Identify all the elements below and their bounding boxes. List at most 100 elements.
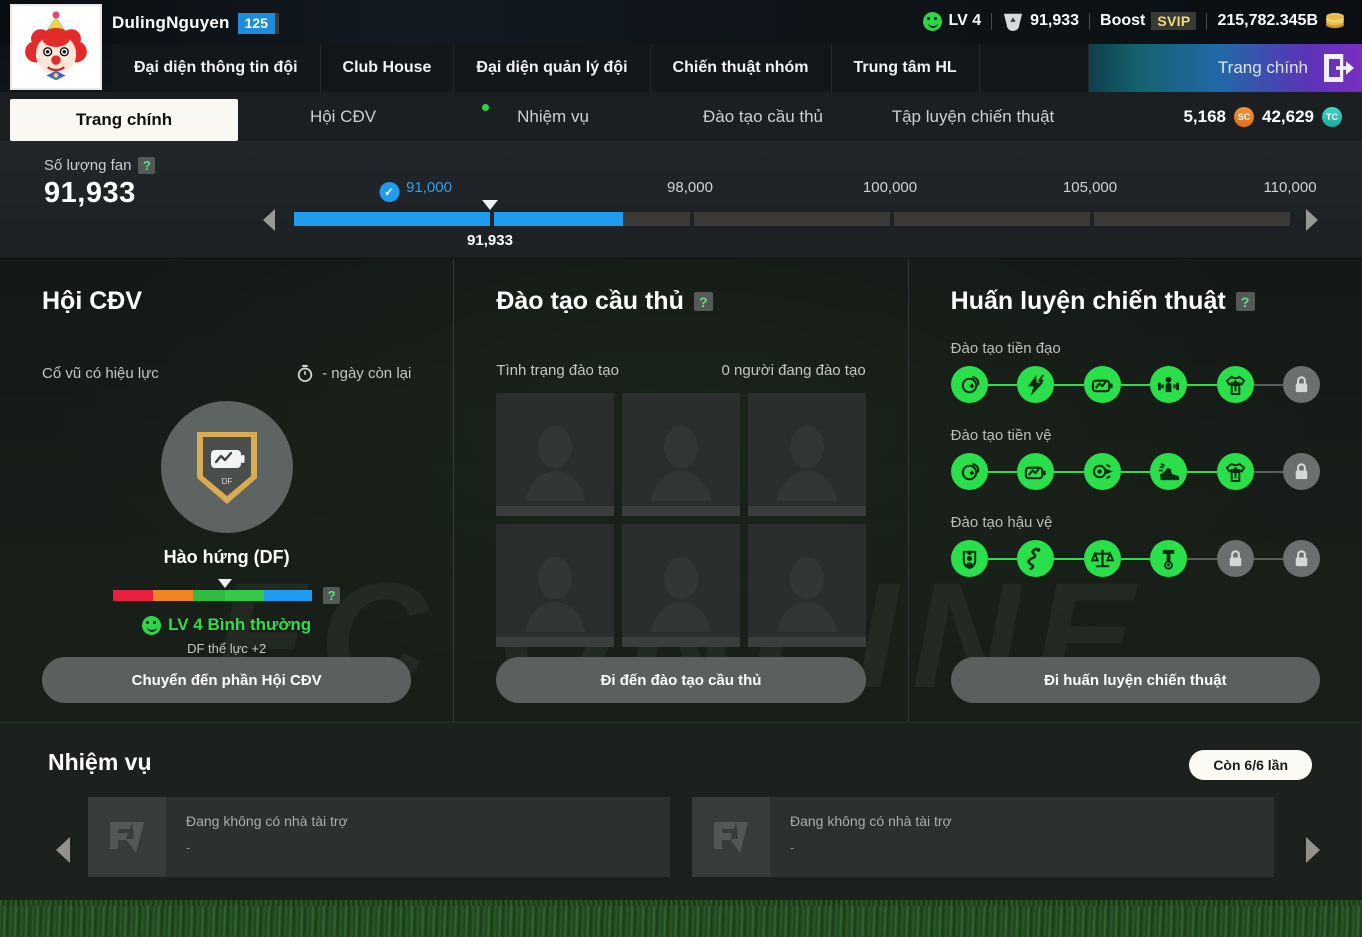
mood-name-label: Hào hứng (DF) xyxy=(163,547,290,567)
avatar[interactable] xyxy=(10,4,102,90)
milestone-segment[interactable]: 100,000 xyxy=(694,179,917,226)
cheer-label: Cổ vũ có hiệu lực xyxy=(42,364,159,382)
days-left-row: - ngày còn lại xyxy=(296,364,411,382)
triangle-right-icon[interactable] xyxy=(1306,209,1318,231)
battery-icon xyxy=(1024,466,1046,480)
milestone-segment[interactable]: 110,000 xyxy=(1094,179,1317,226)
training-slot[interactable] xyxy=(496,393,615,516)
training-slot[interactable] xyxy=(622,524,740,647)
milestone-label: ✓ 91,000 xyxy=(379,179,452,202)
tab-nhiem-vu[interactable]: Nhiệm vụ xyxy=(448,92,658,141)
tactics-node-link xyxy=(987,557,1018,560)
nav-item-group-tactics[interactable]: Chiến thuật nhóm xyxy=(650,44,832,92)
mission-text: Đang không có nhà tài trợ - xyxy=(166,797,348,877)
tactics-node-link xyxy=(1120,557,1151,560)
question-icon[interactable]: ? xyxy=(323,587,341,604)
tactics-node-lock[interactable] xyxy=(1283,453,1320,490)
nav-item-training-center[interactable]: Trung tâm HL xyxy=(831,44,980,92)
nav-home-button[interactable]: Trang chính xyxy=(1089,44,1362,92)
current-progress-marker xyxy=(482,200,498,210)
goto-player-training-button[interactable]: Đi đến đào tạo cầu thủ xyxy=(496,657,866,703)
svip-badge: SVIP xyxy=(1151,12,1197,30)
tab-dao-tao-cau-thu[interactable]: Đào tạo cầu thủ xyxy=(702,106,824,126)
tactics-node-lock[interactable] xyxy=(1216,540,1254,577)
training-slot[interactable] xyxy=(622,393,740,516)
tactics-node-rocket-ball[interactable] xyxy=(1083,453,1121,490)
tactics-node-battery[interactable] xyxy=(1017,453,1055,490)
mood-segment xyxy=(113,590,153,601)
tactics-node-dumbbell-arm[interactable] xyxy=(1150,366,1188,403)
triangle-right-icon[interactable] xyxy=(1306,837,1320,863)
panel-tactics-title: Huấn luyện chiến thuật ? xyxy=(951,287,1362,316)
training-slot[interactable] xyxy=(496,524,615,647)
tactics-node-ball-spin[interactable] xyxy=(950,453,988,490)
milestone-label: 110,000 xyxy=(1263,179,1317,196)
panel-player-training: Đào tạo cầu thủ ? Tình trạng đào tạo 0 n… xyxy=(453,259,907,721)
goto-fanclub-button[interactable]: Chuyển đến phần Hội CĐV xyxy=(42,657,412,703)
panel-fanclub-title: Hội CĐV xyxy=(42,287,453,316)
tactics-node-balance-scale[interactable] xyxy=(1083,540,1121,577)
milestone-segment[interactable]: 105,000 xyxy=(894,179,1117,226)
tactics-node-boot-kick[interactable] xyxy=(1150,453,1188,490)
coins-status[interactable]: 215,782.345B xyxy=(1207,12,1356,30)
question-icon[interactable]: ? xyxy=(138,157,156,174)
tc-coin-icon: TC xyxy=(1322,106,1342,127)
fan-status[interactable]: 91,933 xyxy=(992,11,1089,31)
tactics-node-link xyxy=(1187,557,1217,560)
milestone-segment[interactable]: 98,000 xyxy=(494,179,713,226)
triangle-left-icon[interactable] xyxy=(263,209,275,231)
question-icon[interactable]: ? xyxy=(1235,292,1255,311)
tactics-node-lightning[interactable] xyxy=(1017,366,1055,403)
panel-training-title-text: Đào tạo cầu thủ xyxy=(496,287,684,315)
tab-hoi-cdv[interactable]: Hội CĐV xyxy=(309,106,377,126)
tactics-node-snake-dribble[interactable] xyxy=(1017,540,1055,577)
mood-bar-row: ? xyxy=(0,579,453,604)
lock-icon xyxy=(1295,376,1308,393)
tactics-node-link xyxy=(1054,470,1084,473)
tactics-node-shirt-up[interactable] xyxy=(1216,366,1254,403)
mood-level-row: LV 4 Bình thường xyxy=(0,615,453,635)
boost-status[interactable]: Boost SVIP xyxy=(1090,12,1206,30)
milestone-fill xyxy=(494,212,624,226)
tactics-node-ball-spin[interactable] xyxy=(950,366,988,403)
mood-segment xyxy=(224,590,265,601)
nav-spacer xyxy=(979,44,1089,92)
tab-tap-luyen-chien-thuat[interactable]: Tập luyện chiến thuật xyxy=(891,106,1055,126)
mood-status[interactable]: LV 4 xyxy=(913,11,991,31)
tactics-node-battery[interactable] xyxy=(1083,366,1121,403)
nav-item-team-info[interactable]: Đại diện thông tin đội xyxy=(112,44,321,92)
tactics-node-link xyxy=(987,470,1018,473)
snake-dribble-icon xyxy=(1027,547,1041,570)
nav-item-team-management[interactable]: Đại diện quản lý đội xyxy=(454,44,651,92)
missions-counter-badge[interactable]: Còn 6/6 lần xyxy=(1189,750,1312,780)
fan-progress-section: Số lượng fan ? 91,933 ✓ 91,000 91,933 98,00… xyxy=(0,141,1362,259)
divider xyxy=(991,12,993,30)
training-slot[interactable] xyxy=(747,393,866,516)
tactics-node-link xyxy=(1054,383,1084,386)
tactics-node-lock[interactable] xyxy=(1283,366,1320,403)
mission-card[interactable]: Đang không có nhà tài trợ - xyxy=(692,797,1274,877)
mood-level-label: LV 4 xyxy=(948,12,982,29)
tab-trang-chinh[interactable]: Trang chính xyxy=(10,99,238,141)
tactics-node-row xyxy=(950,366,1320,403)
green-smile-icon xyxy=(923,11,943,31)
grass-strip xyxy=(0,900,1362,937)
tactics-node-link xyxy=(1187,470,1217,473)
triangle-left-icon[interactable] xyxy=(56,837,70,863)
mood-bar xyxy=(113,579,313,601)
stopwatch-icon xyxy=(297,364,313,382)
tactics-node-shield-person[interactable] xyxy=(950,540,988,577)
tactics-tree-group: Đào tạo hậu vệ xyxy=(950,514,1320,577)
goto-tactics-training-button[interactable]: Đi huấn luyện chiến thuật xyxy=(950,657,1320,703)
tactics-node-lock[interactable] xyxy=(1283,540,1320,577)
balance-scale-icon xyxy=(1090,549,1114,568)
panel-tactics-training: Huấn luyện chiến thuật ? Đào tạo tiền đạ… xyxy=(907,259,1362,721)
mission-card[interactable]: Đang không có nhà tài trợ - xyxy=(88,797,670,877)
nav-item-club-house[interactable]: Club House xyxy=(320,44,455,92)
fanclub-mood-badge[interactable]: DF xyxy=(160,401,293,533)
tactics-node-goalpost-ball[interactable] xyxy=(1150,540,1188,577)
tactics-node-shirt-up[interactable] xyxy=(1216,453,1254,490)
milestone-segment[interactable]: ✓ 91,000 91,933 xyxy=(294,179,513,249)
training-slot[interactable] xyxy=(747,524,866,647)
question-icon[interactable]: ? xyxy=(693,292,713,311)
